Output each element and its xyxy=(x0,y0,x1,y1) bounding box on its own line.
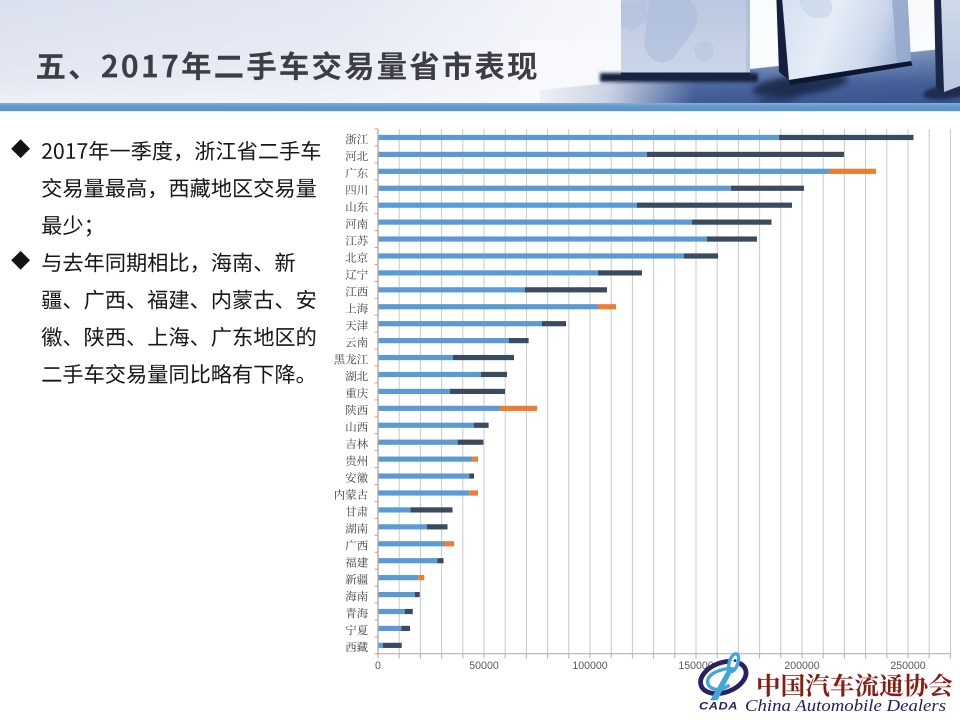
svg-text:50000: 50000 xyxy=(469,660,499,672)
svg-text:100000: 100000 xyxy=(572,660,607,672)
svg-text:200000: 200000 xyxy=(784,660,819,672)
svg-text:250000: 250000 xyxy=(890,660,925,672)
svg-text:China Automobile Dealers: China Automobile Dealers xyxy=(745,696,946,715)
svg-text:CADA: CADA xyxy=(699,701,738,713)
svg-text:0: 0 xyxy=(375,660,381,672)
